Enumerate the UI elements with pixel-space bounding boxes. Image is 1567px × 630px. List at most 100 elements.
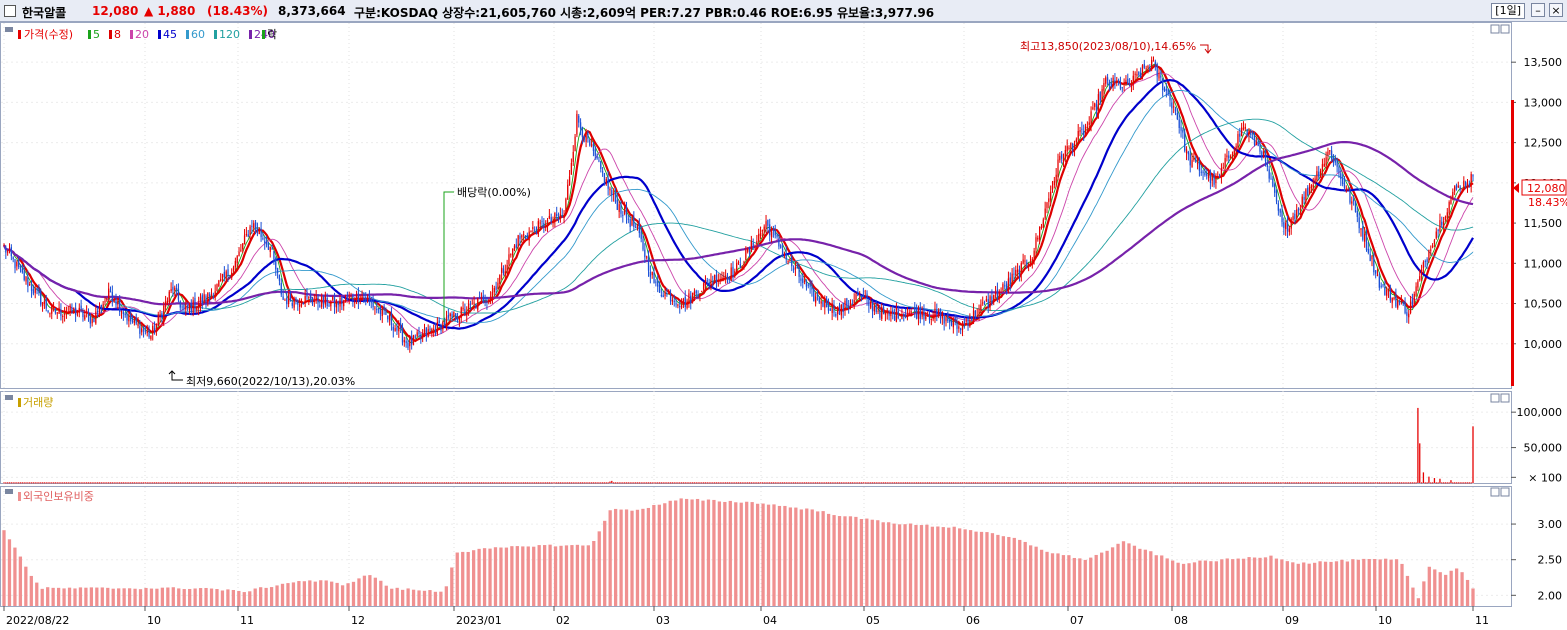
foreign-ratio-bar bbox=[1192, 562, 1197, 606]
candle-body bbox=[102, 304, 104, 308]
foreign-ratio-bar bbox=[40, 588, 44, 606]
volume-bar bbox=[660, 482, 663, 484]
foreign-ratio-bar bbox=[450, 567, 454, 606]
volume-bar bbox=[949, 482, 951, 484]
volume-bar bbox=[1062, 482, 1065, 484]
select-checkbox[interactable] bbox=[4, 5, 16, 17]
minimize-button[interactable]: – bbox=[1531, 3, 1545, 17]
candle-body bbox=[635, 226, 637, 228]
candle-body bbox=[1274, 184, 1276, 193]
foreign-ratio-bar bbox=[29, 575, 33, 606]
volume-bar bbox=[317, 482, 319, 484]
candle-body bbox=[442, 321, 444, 330]
candle-body bbox=[926, 315, 929, 317]
volume-bar bbox=[377, 482, 380, 484]
candle-body bbox=[596, 155, 598, 159]
volume-bar bbox=[34, 482, 36, 484]
legend-ma-swatch bbox=[158, 30, 161, 39]
candle-body bbox=[1244, 126, 1246, 129]
candle-body bbox=[572, 151, 574, 162]
volume-bar bbox=[108, 482, 110, 484]
candle-body bbox=[952, 320, 954, 328]
volume-bar bbox=[210, 482, 213, 484]
legend-ex-swatch bbox=[262, 30, 265, 39]
foreign-ratio-bar bbox=[521, 546, 525, 606]
foreign-ratio-bar bbox=[1007, 536, 1011, 606]
volume-bar bbox=[954, 482, 956, 484]
volume-bar bbox=[1424, 482, 1426, 484]
panel-close-button[interactable] bbox=[1500, 393, 1510, 403]
volume-bar bbox=[668, 482, 670, 484]
volume-bar bbox=[794, 482, 797, 484]
candle-body bbox=[803, 280, 806, 282]
candle-body bbox=[1283, 222, 1285, 228]
candle-body bbox=[1092, 107, 1094, 110]
candle-body bbox=[827, 304, 830, 311]
candle-body bbox=[214, 291, 216, 296]
volume-bar bbox=[816, 482, 819, 484]
candle-body bbox=[682, 299, 685, 305]
volume-bar bbox=[1189, 482, 1191, 484]
candle-body bbox=[392, 326, 394, 331]
foreign-ratio-bar bbox=[1056, 553, 1060, 606]
candle-body bbox=[256, 228, 259, 233]
candle-body bbox=[133, 319, 136, 323]
candle-body bbox=[332, 297, 334, 300]
volume-bar bbox=[220, 482, 222, 484]
volume-bar bbox=[502, 482, 505, 484]
panel-menu-icon[interactable] bbox=[5, 27, 13, 32]
candle-body bbox=[622, 214, 624, 216]
panel-close-button[interactable] bbox=[1500, 24, 1510, 34]
candle-body bbox=[152, 325, 154, 335]
foreign-ratio-bar bbox=[291, 582, 296, 606]
candle-body bbox=[1303, 196, 1305, 200]
price-tag-box bbox=[1521, 179, 1567, 196]
foreign-ratio-bar bbox=[177, 588, 181, 606]
volume-bar bbox=[1057, 482, 1059, 484]
volume-bar bbox=[1053, 482, 1055, 484]
period-selector[interactable]: [1일] bbox=[1491, 3, 1525, 19]
close-button[interactable]: × bbox=[1549, 3, 1563, 17]
volume-bar bbox=[1066, 482, 1068, 484]
volume-bar bbox=[78, 482, 80, 484]
foreign-ratio-bar bbox=[750, 502, 754, 606]
candle-body bbox=[699, 293, 701, 296]
candle-body bbox=[873, 306, 876, 312]
volume-bar bbox=[882, 482, 885, 484]
panel-menu-icon[interactable] bbox=[5, 395, 13, 400]
volume-bar bbox=[63, 482, 66, 484]
candle-body bbox=[976, 315, 978, 317]
volume-bar bbox=[835, 482, 837, 484]
candle-body bbox=[1294, 213, 1296, 219]
volume-bar bbox=[1380, 482, 1382, 484]
foreign-ratio-bar bbox=[237, 590, 241, 606]
panel-maximize-button[interactable] bbox=[1490, 393, 1500, 403]
panel-menu-icon[interactable] bbox=[5, 489, 13, 494]
panel-close-button[interactable] bbox=[1500, 487, 1510, 497]
foreign-ratio-bar bbox=[144, 587, 148, 606]
candle-body bbox=[646, 256, 648, 258]
candle-body bbox=[712, 281, 714, 283]
volume-bar bbox=[1301, 482, 1303, 484]
volume-bar bbox=[728, 482, 730, 484]
volume-bar bbox=[1373, 482, 1375, 484]
candle-body bbox=[888, 313, 890, 316]
volume-bar bbox=[759, 482, 762, 484]
volume-bar bbox=[1288, 482, 1291, 484]
candle-body bbox=[1270, 178, 1272, 180]
volume-bar bbox=[903, 482, 905, 484]
volume-bar bbox=[1180, 482, 1182, 484]
current-price-tag: 12,080 18.43% bbox=[1511, 100, 1567, 386]
candle-body bbox=[1252, 132, 1254, 134]
panel-maximize-button[interactable] bbox=[1490, 24, 1500, 34]
volume-bar bbox=[1046, 482, 1048, 484]
foreign-ratio-bar bbox=[242, 592, 246, 606]
candle-body bbox=[695, 290, 697, 294]
volume-bar bbox=[1134, 482, 1136, 484]
candle-body bbox=[1090, 111, 1092, 125]
panel-maximize-button[interactable] bbox=[1490, 487, 1500, 497]
volume-bar bbox=[245, 482, 248, 484]
volume-bar bbox=[1472, 426, 1474, 483]
candle-body bbox=[333, 296, 336, 307]
candle-body bbox=[636, 224, 639, 229]
